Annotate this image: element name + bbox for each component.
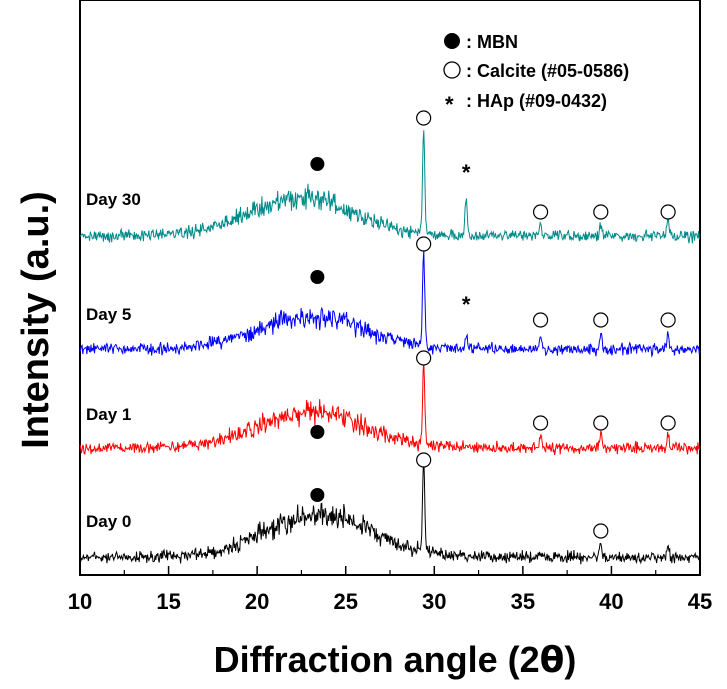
plot-frame xyxy=(79,0,701,576)
x-axis-ticks: 10 15 20 25 30 35 40 45 xyxy=(68,566,712,614)
calcite-marker xyxy=(416,350,432,366)
x-tick-label-15: 15 xyxy=(156,589,180,614)
x-tick-label-25: 25 xyxy=(333,589,357,614)
calcite-marker xyxy=(660,204,676,220)
series-line-day-0 xyxy=(79,457,701,565)
x-tick-label-10: 10 xyxy=(68,589,92,614)
series-line-day-30 xyxy=(79,130,701,244)
series-labels: Day 0 Day 1 Day 5 Day 30 xyxy=(86,190,141,531)
legend-marker-calcite xyxy=(443,61,461,79)
calcite-marker xyxy=(660,415,676,431)
x-tick-label-35: 35 xyxy=(511,589,535,614)
calcite-marker xyxy=(593,523,609,539)
mbn-marker xyxy=(310,157,325,171)
x-axis-title: Diffraction angle (2θ) xyxy=(214,639,577,681)
y-axis-title: Intensity (a.u.) xyxy=(15,191,57,449)
legend: : MBN : Calcite (#05-0586) * : HAp (#09-… xyxy=(443,32,629,117)
hap-marker: * xyxy=(462,160,471,185)
calcite-marker xyxy=(416,452,432,468)
series-line-day-5 xyxy=(79,250,701,358)
x-axis-title-main: Diffraction angle (2 xyxy=(214,639,540,680)
legend-marker-hap: * xyxy=(445,92,454,117)
series-label-day-5: Day 5 xyxy=(86,305,131,324)
x-axis-title-theta: θ xyxy=(540,640,565,681)
legend-label-mbn: : MBN xyxy=(466,32,518,52)
hap-marker: * xyxy=(462,292,471,317)
calcite-marker xyxy=(532,415,549,431)
x-tick-label-20: 20 xyxy=(245,589,269,614)
calcite-marker xyxy=(532,204,549,220)
legend-label-hap: : HAp (#09-0432) xyxy=(466,91,607,111)
x-axis-title-close: ) xyxy=(564,639,576,680)
mbn-marker xyxy=(310,488,325,502)
calcite-marker xyxy=(660,312,676,328)
calcite-marker xyxy=(416,110,432,126)
legend-label-calcite: : Calcite (#05-0586) xyxy=(466,61,629,81)
calcite-marker xyxy=(593,415,609,431)
series-layer xyxy=(79,130,701,565)
mbn-marker xyxy=(310,425,325,439)
marker-layer: ** xyxy=(310,110,676,539)
x-tick-label-45: 45 xyxy=(688,589,712,614)
x-tick-label-40: 40 xyxy=(599,589,623,614)
series-label-day-0: Day 0 xyxy=(86,512,131,531)
calcite-marker xyxy=(416,236,432,252)
calcite-marker xyxy=(593,312,609,328)
mbn-marker xyxy=(310,270,325,284)
series-label-day-30: Day 30 xyxy=(86,190,141,209)
calcite-marker xyxy=(593,204,609,220)
legend-marker-mbn xyxy=(444,33,460,49)
x-tick-label-30: 30 xyxy=(422,589,446,614)
calcite-marker xyxy=(532,312,549,328)
series-label-day-1: Day 1 xyxy=(86,405,131,424)
series-line-day-1 xyxy=(79,363,701,456)
